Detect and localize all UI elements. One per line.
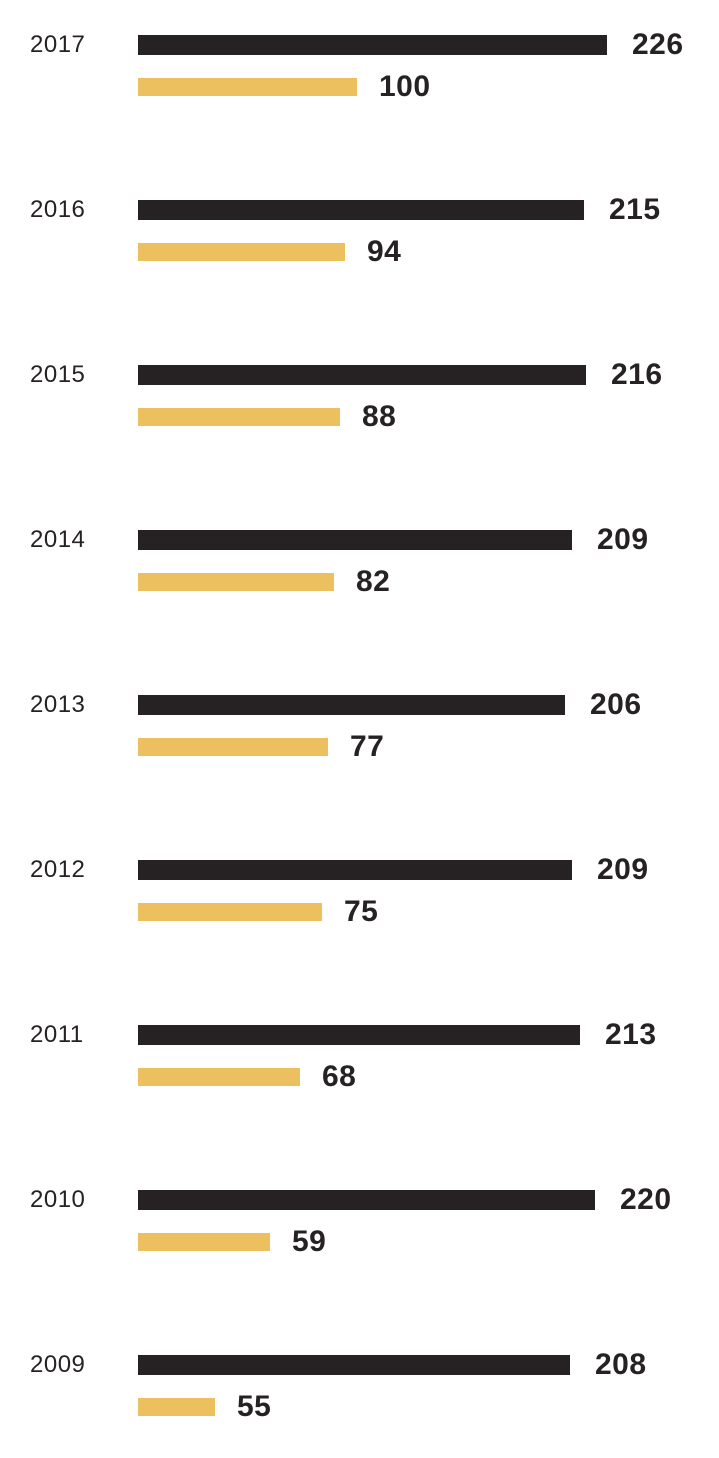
gold-bar-value: 68 xyxy=(322,1060,357,1093)
black-bar xyxy=(138,1190,595,1210)
black-bar-value: 216 xyxy=(611,358,663,391)
year-group-2009: 2009 208 55 xyxy=(0,1320,719,1458)
gold-bar-value: 59 xyxy=(292,1225,327,1258)
gold-bar xyxy=(138,1068,300,1086)
year-label: 2011 xyxy=(30,1021,84,1048)
year-label: 2013 xyxy=(30,691,86,718)
gold-bar-value: 82 xyxy=(356,565,391,598)
gold-bar xyxy=(138,1233,270,1251)
year-group-2017: 2017 226 100 xyxy=(0,0,719,165)
gold-bar-value: 75 xyxy=(344,895,379,928)
black-bar-value: 209 xyxy=(597,853,649,886)
year-label: 2009 xyxy=(30,1351,86,1378)
black-bar xyxy=(138,695,565,715)
black-bar-value: 220 xyxy=(620,1183,672,1216)
year-label: 2010 xyxy=(30,1186,86,1213)
black-bar xyxy=(138,530,572,550)
year-group-2010: 2010 220 59 xyxy=(0,1155,719,1320)
gold-bar-value: 88 xyxy=(362,400,397,433)
black-bar xyxy=(138,1355,570,1375)
gold-bar-value: 77 xyxy=(350,730,385,763)
gold-bar xyxy=(138,573,334,591)
gold-bar-value: 100 xyxy=(379,70,431,103)
black-bar-value: 209 xyxy=(597,523,649,556)
gold-bar xyxy=(138,408,340,426)
year-group-2012: 2012 209 75 xyxy=(0,825,719,990)
black-bar xyxy=(138,35,607,55)
gold-bar xyxy=(138,1398,215,1416)
gold-bar xyxy=(138,903,322,921)
year-label: 2014 xyxy=(30,526,86,553)
year-group-2014: 2014 209 82 xyxy=(0,495,719,660)
black-bar-value: 226 xyxy=(632,28,684,61)
year-label: 2012 xyxy=(30,856,86,883)
gold-bar-value: 55 xyxy=(237,1390,272,1423)
gold-bar xyxy=(138,78,357,96)
black-bar xyxy=(138,200,584,220)
year-label: 2016 xyxy=(30,196,86,223)
black-bar xyxy=(138,365,586,385)
year-group-2016: 2016 215 94 xyxy=(0,165,719,330)
year-label: 2015 xyxy=(30,361,86,388)
black-bar-value: 206 xyxy=(590,688,642,721)
gold-bar xyxy=(138,738,328,756)
black-bar-value: 213 xyxy=(605,1018,657,1051)
black-bar xyxy=(138,1025,580,1045)
gold-bar xyxy=(138,243,345,261)
year-group-2015: 2015 216 88 xyxy=(0,330,719,495)
year-group-2011: 2011 213 68 xyxy=(0,990,719,1155)
gold-bar-value: 94 xyxy=(367,235,402,268)
year-group-2013: 2013 206 77 xyxy=(0,660,719,825)
black-bar xyxy=(138,860,572,880)
black-bar-value: 215 xyxy=(609,193,661,226)
year-label: 2017 xyxy=(30,31,86,58)
black-bar-value: 208 xyxy=(595,1348,647,1381)
